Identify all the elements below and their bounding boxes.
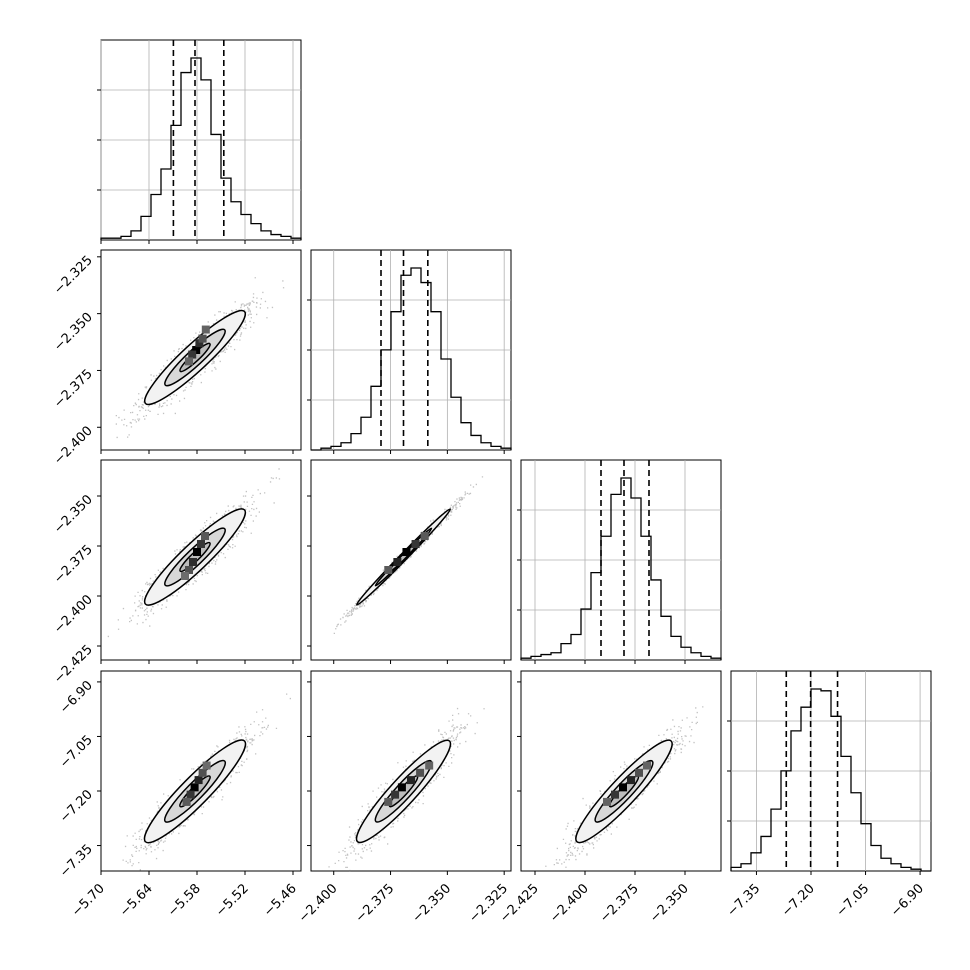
density-block	[384, 566, 393, 574]
density-block	[603, 797, 611, 806]
density-block	[182, 797, 191, 806]
density-block	[425, 761, 434, 770]
x-tick-label: −5.70	[69, 881, 108, 920]
histogram-step	[730, 688, 931, 872]
density-block	[643, 761, 651, 770]
y-tick-label: −2.375	[51, 367, 96, 412]
x-tick-label: −2.400	[296, 881, 341, 926]
density-block	[420, 532, 429, 540]
x-tick-label: −2.400	[547, 881, 592, 926]
y-tick-label: −7.20	[57, 787, 96, 826]
density-block	[407, 776, 415, 785]
density-block	[397, 783, 406, 792]
y-tick-label: −2.400	[51, 423, 96, 468]
histogram-panel-2	[517, 459, 722, 664]
histogram-panel-1	[307, 249, 512, 454]
x-tick-label: −5.58	[165, 881, 204, 920]
histogram-panel-3	[727, 670, 932, 875]
density-block	[627, 776, 635, 785]
x-tick-label: −7.05	[834, 881, 873, 920]
density-block	[411, 540, 420, 548]
density-block	[611, 790, 619, 799]
scatter-panel-2-1	[307, 459, 512, 664]
y-tick-label: −2.350	[51, 492, 96, 537]
density-block	[201, 532, 209, 540]
panel-frame	[310, 670, 512, 872]
y-tick-label: −2.400	[51, 592, 96, 637]
panel-frame	[310, 459, 512, 661]
histogram-panel-0	[97, 39, 302, 244]
density-block	[402, 548, 411, 556]
histogram-step	[520, 477, 722, 660]
scatter-panel-2-0	[97, 459, 302, 664]
density-block	[192, 346, 201, 354]
x-tick-label: −6.90	[888, 881, 927, 920]
x-tick-label: −5.46	[261, 881, 300, 920]
density-block	[185, 566, 193, 574]
density-block	[194, 776, 203, 785]
panel-frame	[100, 670, 302, 872]
x-tick-label: −2.375	[353, 881, 398, 926]
density-block	[393, 558, 402, 566]
scatter-panel-3-1	[307, 670, 512, 875]
y-tick-label: −2.325	[51, 253, 96, 298]
density-block	[198, 334, 207, 343]
scatter-panel-3-2	[517, 670, 722, 875]
y-tick-label: −2.425	[51, 642, 96, 687]
density-block	[391, 790, 400, 799]
scatter-panel-3-0	[97, 670, 302, 875]
density-contour	[179, 541, 211, 573]
density-block	[190, 783, 199, 792]
y-tick-label: −2.350	[51, 310, 96, 355]
histogram-step	[100, 57, 302, 240]
density-block	[189, 558, 197, 566]
x-tick-label: −7.35	[725, 881, 764, 920]
panel-frame	[100, 459, 302, 661]
density-block	[186, 790, 195, 799]
x-tick-label: −2.350	[410, 881, 455, 926]
x-tick-label: −2.375	[597, 881, 642, 926]
density-block	[185, 357, 193, 366]
density-block	[635, 768, 643, 777]
panel-frame	[100, 249, 302, 451]
y-tick-label: −7.35	[57, 842, 96, 881]
x-tick-label: −7.20	[779, 881, 818, 920]
scatter-panel-1-0	[97, 249, 302, 454]
y-tick-label: −2.375	[51, 542, 96, 587]
histogram-step	[311, 267, 512, 451]
density-block	[384, 797, 393, 806]
density-block	[416, 768, 425, 777]
density-block	[197, 540, 205, 548]
density-block	[181, 572, 189, 580]
x-tick-label: −5.52	[213, 881, 252, 920]
y-tick-label: −7.05	[57, 733, 96, 772]
x-tick-label: −2.350	[647, 881, 692, 926]
x-tick-label: −5.64	[117, 881, 156, 920]
density-block	[201, 325, 210, 334]
density-block	[188, 350, 197, 359]
density-block	[619, 783, 627, 792]
panel-frame	[520, 670, 722, 872]
density-block	[193, 548, 201, 556]
density-block	[202, 761, 211, 770]
density-block	[195, 339, 204, 348]
density-block	[198, 768, 207, 777]
